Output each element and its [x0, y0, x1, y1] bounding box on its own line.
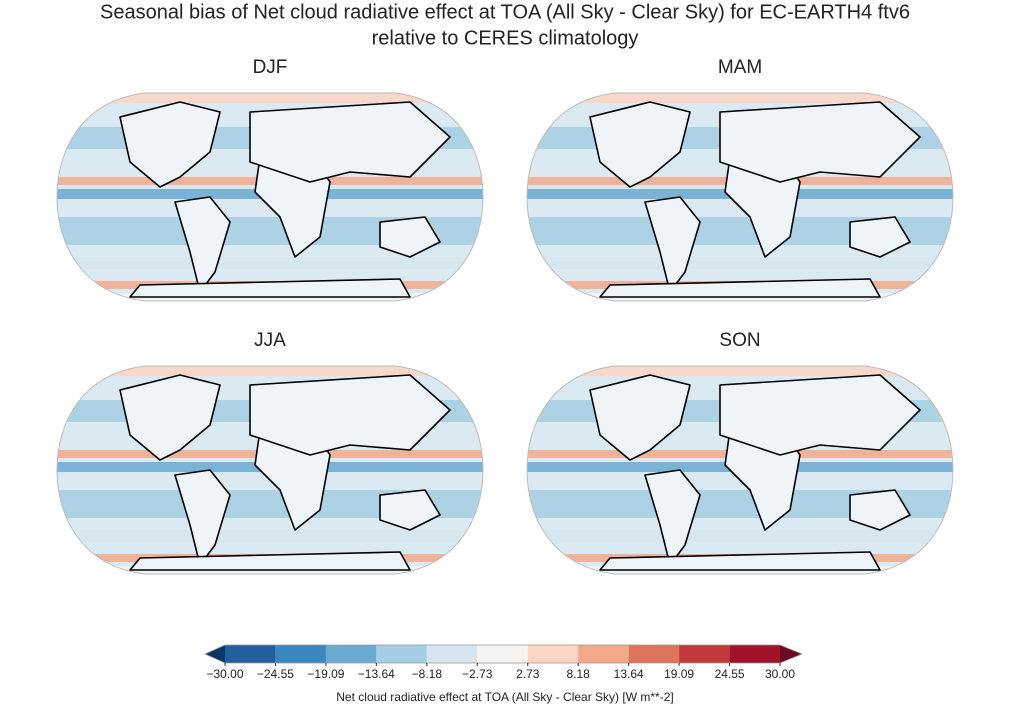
continent — [719, 374, 921, 456]
continent — [589, 374, 691, 461]
continent — [129, 278, 411, 298]
continent — [129, 551, 411, 571]
continent — [849, 216, 911, 258]
continent — [249, 101, 451, 183]
map-band — [57, 366, 483, 376]
map-outline — [56, 92, 484, 302]
continent — [174, 196, 231, 293]
panel-title: MAM — [718, 57, 762, 78]
map-band — [527, 257, 953, 269]
colorbar-bin — [275, 645, 326, 663]
colorbar-bin — [628, 645, 680, 663]
colorbar-bin — [477, 645, 528, 663]
map-band — [527, 366, 953, 376]
continent — [599, 278, 881, 298]
figure-title: Seasonal bias of Net cloud radiative eff… — [100, 1, 910, 23]
panel-title: JJA — [254, 330, 286, 351]
colorbar-bin — [578, 645, 629, 663]
colorbar-bin — [679, 645, 730, 663]
colorbar-tick-label: 8.18 — [566, 667, 590, 681]
continent — [589, 101, 691, 188]
map-band — [57, 93, 483, 103]
colorbar-bin — [225, 645, 276, 663]
colorbar-bin — [527, 645, 579, 663]
colorbar-extend-over — [780, 645, 802, 663]
colorbar-tick-label: 2.73 — [516, 667, 540, 681]
colorbar-bin — [325, 645, 377, 663]
map-outline — [56, 365, 484, 575]
map-band — [527, 530, 953, 542]
continent — [599, 551, 881, 571]
map-band — [527, 93, 953, 103]
colorbar-tick-label: −30.00 — [206, 667, 243, 681]
map-outline — [526, 92, 954, 302]
colorbar-label: Net cloud radiative effect at TOA (All S… — [336, 690, 673, 704]
continent — [119, 374, 221, 461]
continent — [249, 374, 451, 456]
map-band — [57, 257, 483, 269]
figure-title: relative to CERES climatology — [372, 27, 639, 49]
colorbar-bin — [376, 645, 427, 663]
colorbar-tick-label: 19.09 — [664, 667, 694, 681]
map-band — [57, 530, 483, 542]
continent — [719, 101, 921, 183]
colorbar-bin — [729, 645, 780, 663]
continent — [174, 469, 231, 566]
continent — [379, 216, 441, 258]
colorbar-tick-label: −13.64 — [358, 667, 395, 681]
colorbar-tick-label: −24.55 — [257, 667, 294, 681]
colorbar-bin — [426, 645, 478, 663]
colorbar-tick-label: 24.55 — [715, 667, 745, 681]
colorbar-tick-label: 30.00 — [765, 667, 795, 681]
map-panel — [527, 366, 953, 574]
colorbar-tick-label: −8.18 — [412, 667, 443, 681]
colorbar-tick-label: −19.09 — [307, 667, 344, 681]
panel-title: DJF — [253, 57, 288, 78]
panel-title: SON — [719, 330, 760, 351]
continent — [119, 101, 221, 188]
continent — [644, 469, 701, 566]
colorbar-tick-label: −2.73 — [462, 667, 493, 681]
continent — [849, 489, 911, 531]
map-outline — [526, 365, 954, 575]
map-panel — [57, 366, 483, 574]
continent — [644, 196, 701, 293]
colorbar-tick-label: 13.64 — [614, 667, 644, 681]
colorbar-extend-under — [205, 645, 225, 663]
map-panel — [527, 93, 953, 301]
continent — [379, 489, 441, 531]
map-panel — [57, 93, 483, 301]
